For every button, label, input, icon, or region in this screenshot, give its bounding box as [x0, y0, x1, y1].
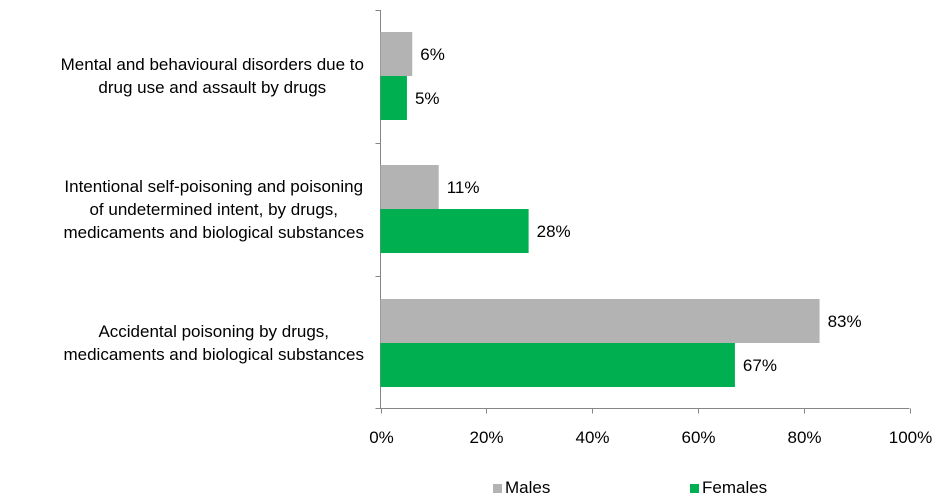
x-tick-label-1: 20% [469, 428, 503, 447]
bar-males-2 [380, 299, 820, 343]
data-label-males-1: 11% [447, 178, 480, 197]
x-tick-label-3: 60% [681, 428, 715, 447]
legend-females: Females [690, 478, 767, 498]
x-tick-label-2: 40% [575, 428, 609, 447]
legend-males: Males [493, 478, 550, 498]
data-label-males-0: 6% [420, 45, 445, 64]
legend-males-swatch [493, 483, 502, 493]
bar-males-0 [380, 32, 413, 76]
category-label-intentional-self-poisoning: Intentional self-poisoning and poisoning… [63, 177, 364, 242]
bar-females-1 [380, 209, 529, 253]
x-tick-label-0: 0% [369, 428, 394, 447]
data-label-females-0: 5% [415, 89, 440, 108]
legend-females-label: Females [702, 478, 768, 497]
data-label-males-2: 83% [828, 312, 862, 331]
x-tick-label-4: 80% [787, 428, 821, 447]
bar-females-2 [380, 343, 735, 387]
x-tick-label-5: 100% [889, 428, 932, 447]
data-label-females-1: 28% [537, 222, 571, 241]
category-label-accidental-poisoning: Accidental poisoning by drugs, medicamen… [63, 322, 364, 364]
legend-females-swatch [690, 483, 699, 493]
category-label-mental-disorders: Mental and behavioural disorders due to … [60, 55, 364, 97]
data-label-females-2: 67% [743, 356, 777, 375]
bar-males-1 [380, 165, 439, 209]
legend-males-label: Males [505, 478, 551, 497]
bar-females-0 [380, 76, 407, 120]
